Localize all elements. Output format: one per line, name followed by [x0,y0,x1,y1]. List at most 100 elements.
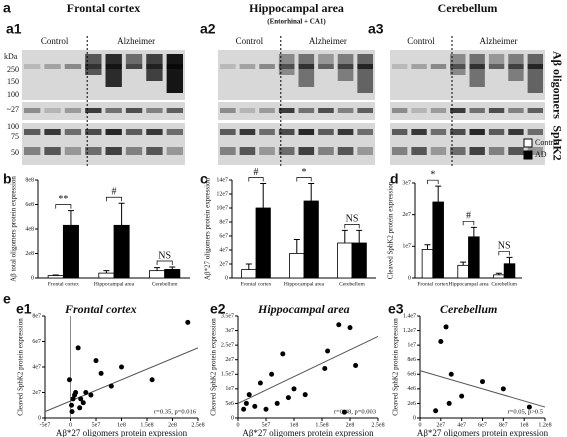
blot-band [85,129,102,135]
x-tick-label: 1.2e8 [538,422,551,428]
blot-band [64,129,82,135]
bar [457,264,469,279]
y-tick-label: 2e7 [32,390,41,396]
blot-band [469,108,485,113]
significance-label: NS [498,241,511,252]
point [302,392,308,398]
bar [493,274,505,279]
blot-band [220,108,236,113]
point [448,371,454,377]
blot-band [337,64,354,69]
y-tick-label: 12e7 [216,191,228,197]
blot-band [85,147,102,155]
error-bar [260,183,267,208]
significance-label: NS [158,250,171,261]
x-tick-label: Frontal cortex [417,281,448,287]
point [69,409,75,415]
x-tick-label: 0 [237,422,240,428]
y-tick-label: 2e7 [219,261,228,267]
error-bar [67,210,74,226]
blot-band [488,129,505,135]
panel-label: a [3,0,11,16]
group-label: Control [407,36,435,46]
x-axis-label: Aβ*27 oligomers protein expression [56,428,188,437]
error-bar [506,256,513,264]
panel-label: b [3,171,12,187]
blot-band [357,147,373,155]
bar [337,242,353,279]
group-label: Alzheimer [480,36,518,46]
x-axis-label: Aβ*27 oligomers protein expression [242,428,374,437]
point [446,400,452,406]
blot-band [392,108,408,113]
legend-swatch [523,150,533,160]
point [70,396,76,402]
y-tick-label: 0 [413,415,416,421]
y-tick-label: 2.5e7 [221,343,234,349]
x-tick-label: Frontal cortex [48,281,79,287]
bar [468,236,480,279]
blot-band [488,147,505,155]
blot-band [488,108,505,113]
bar [289,253,305,279]
panel-label: a3 [368,21,384,37]
blot-band [220,147,236,155]
blot-strip [218,50,375,100]
y-tick-label: 6e7 [32,339,41,345]
blot-band [450,129,466,135]
blot-band [64,147,82,155]
point [274,400,280,406]
y-axis-label: Cleaved SphK2 protein expression [387,181,395,279]
blot-subtitle: (Entorhinal + CA1) [267,18,326,26]
blot-band [508,108,524,113]
blot-band [85,108,102,113]
blot-band [125,108,143,113]
point [88,392,94,398]
error-bar [356,229,363,243]
bar [47,275,64,279]
blot-band [278,147,295,155]
blot-band [298,108,315,113]
x-axis-label: Aβ*27 oligomers protein expression [417,428,549,437]
blot-band [469,147,485,155]
y-axis-label: Aβ total oligomers protein expression [10,176,18,282]
y-tick-label: 0 [31,275,34,281]
error-bar [435,185,442,202]
point [353,363,359,369]
blot-strip [390,50,545,100]
significance-label: * [302,167,307,178]
point [285,395,291,401]
blot-band [44,129,61,135]
point [80,400,86,406]
blot-band [220,129,236,135]
blot-band [298,129,315,135]
x-tick-label: Hippocampal area [94,281,135,287]
point [73,390,79,395]
y-tick-label: 0 [225,275,228,281]
blot-band [44,108,61,113]
blot-band [278,64,295,69]
blot-band [239,147,256,155]
blot-band [527,108,543,113]
bar [421,249,434,279]
blot-band [357,129,373,135]
point [66,377,72,383]
blot-band [239,129,256,135]
group-label: Alzheimer [117,36,155,46]
y-tick-label: 6e6 [407,372,416,378]
bar [164,269,181,279]
bar [62,224,79,279]
x-tick-label: Hippocampal area [448,281,489,287]
error-bar [245,263,252,270]
blot-band [125,54,143,69]
blot-band [24,129,41,135]
blot-band [508,64,524,69]
y-tick-label: 2e8 [25,251,34,257]
point [341,409,347,415]
blot-band [166,129,183,135]
point [500,386,506,392]
blot-band [44,147,61,155]
y-tick-label: 3e7 [402,180,411,186]
y-tick-label: 4e7 [219,247,228,253]
point [347,325,353,331]
